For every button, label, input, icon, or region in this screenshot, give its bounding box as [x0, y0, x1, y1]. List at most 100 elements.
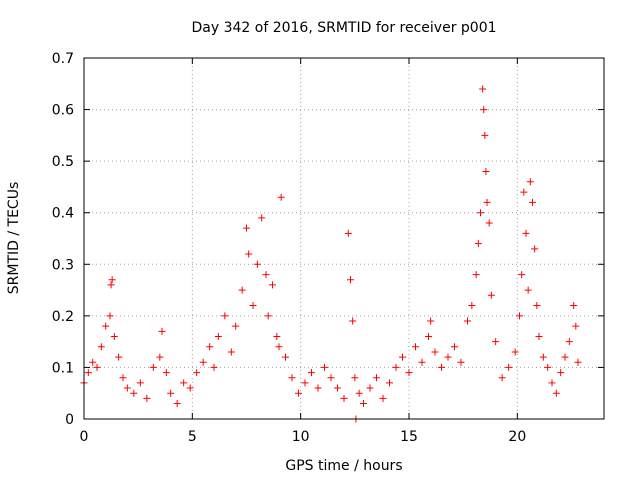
data-point: [438, 363, 445, 371]
data-point: [431, 348, 439, 356]
data-point: [167, 389, 175, 397]
data-point: [143, 394, 151, 402]
data-point: [405, 369, 413, 377]
data-point: [544, 363, 552, 371]
data-point: [210, 363, 218, 371]
data-point: [505, 363, 513, 371]
data-point: [464, 317, 471, 325]
data-point: [511, 348, 519, 356]
data-point: [485, 219, 493, 227]
data-point: [472, 271, 480, 279]
x-tick-label: 10: [292, 429, 310, 445]
data-point: [89, 358, 97, 366]
y-tick-label: 0.6: [52, 103, 74, 119]
data-point: [548, 379, 556, 387]
data-point: [275, 343, 283, 351]
data-point: [468, 302, 476, 310]
data-point: [262, 271, 270, 279]
data-point: [93, 363, 101, 371]
data-point: [221, 312, 229, 320]
data-point: [199, 358, 207, 366]
data-point: [373, 374, 380, 382]
data-point: [249, 302, 257, 310]
data-point: [366, 384, 374, 392]
data-point: [412, 343, 419, 351]
data-point: [180, 379, 188, 387]
data-point: [344, 229, 352, 237]
data-point: [561, 353, 569, 361]
data-point: [524, 286, 532, 294]
data-point: [535, 332, 543, 340]
data-point: [482, 167, 490, 175]
data-point: [516, 312, 523, 320]
y-tick-label: 0.4: [52, 206, 74, 222]
data-point: [102, 322, 110, 330]
data-point: [173, 400, 181, 408]
data-point: [136, 379, 144, 387]
y-axis-label: SRMTID / TECUs: [6, 182, 22, 295]
data-point: [334, 384, 341, 392]
data-point: [340, 394, 348, 402]
data-point: [399, 353, 406, 361]
data-point: [186, 384, 194, 392]
data-point: [539, 353, 547, 361]
data-point: [526, 178, 534, 186]
y-tick-label: 0.7: [52, 51, 74, 67]
data-point: [232, 322, 240, 330]
data-point: [327, 374, 335, 382]
data-point: [379, 394, 387, 402]
data-point: [308, 369, 315, 377]
data-point: [565, 338, 573, 346]
data-point: [119, 374, 127, 382]
data-point: [206, 343, 214, 351]
data-point: [347, 276, 354, 284]
data-point: [108, 276, 116, 284]
data-point: [522, 229, 530, 237]
data-point: [481, 131, 489, 139]
data-point: [301, 379, 309, 387]
x-tick-label: 20: [508, 429, 526, 445]
data-point: [295, 389, 302, 397]
data-point: [498, 374, 506, 382]
data-point: [162, 369, 170, 377]
data-point: [115, 353, 123, 361]
y-tick-label: 0.3: [52, 257, 74, 273]
data-point: [418, 358, 426, 366]
data-point: [477, 209, 484, 217]
data-point: [574, 358, 582, 366]
x-tick-label: 5: [188, 429, 197, 445]
data-point: [474, 240, 482, 248]
data-point: [97, 343, 105, 351]
x-tick-label: 0: [80, 429, 89, 445]
data-point: [238, 286, 246, 294]
data-point: [149, 363, 157, 371]
data-point: [269, 281, 276, 289]
data-point: [84, 369, 92, 377]
data-point: [444, 353, 452, 361]
chart-title: Day 342 of 2016, SRMTID for receiver p00…: [191, 20, 496, 36]
data-point: [570, 302, 578, 310]
data-point: [156, 353, 164, 361]
data-point: [520, 188, 528, 196]
data-point: [227, 348, 235, 356]
data-point: [479, 85, 487, 93]
data-point: [349, 317, 357, 325]
data-point: [282, 353, 289, 361]
data-point: [277, 193, 285, 201]
data-point: [107, 281, 115, 289]
data-point: [264, 312, 272, 320]
grid: [84, 58, 604, 419]
data-point: [243, 224, 250, 232]
data-point: [106, 312, 114, 320]
x-tick-label: 15: [400, 429, 418, 445]
data-point: [110, 332, 118, 340]
data-point: [533, 302, 541, 310]
data-point: [123, 384, 131, 392]
data-point: [360, 400, 367, 408]
data-point: [557, 369, 565, 377]
data-point: [386, 379, 393, 387]
plot-frame: [83, 57, 605, 420]
data-point: [355, 389, 363, 397]
x-axis-label: GPS time / hours: [285, 458, 402, 474]
